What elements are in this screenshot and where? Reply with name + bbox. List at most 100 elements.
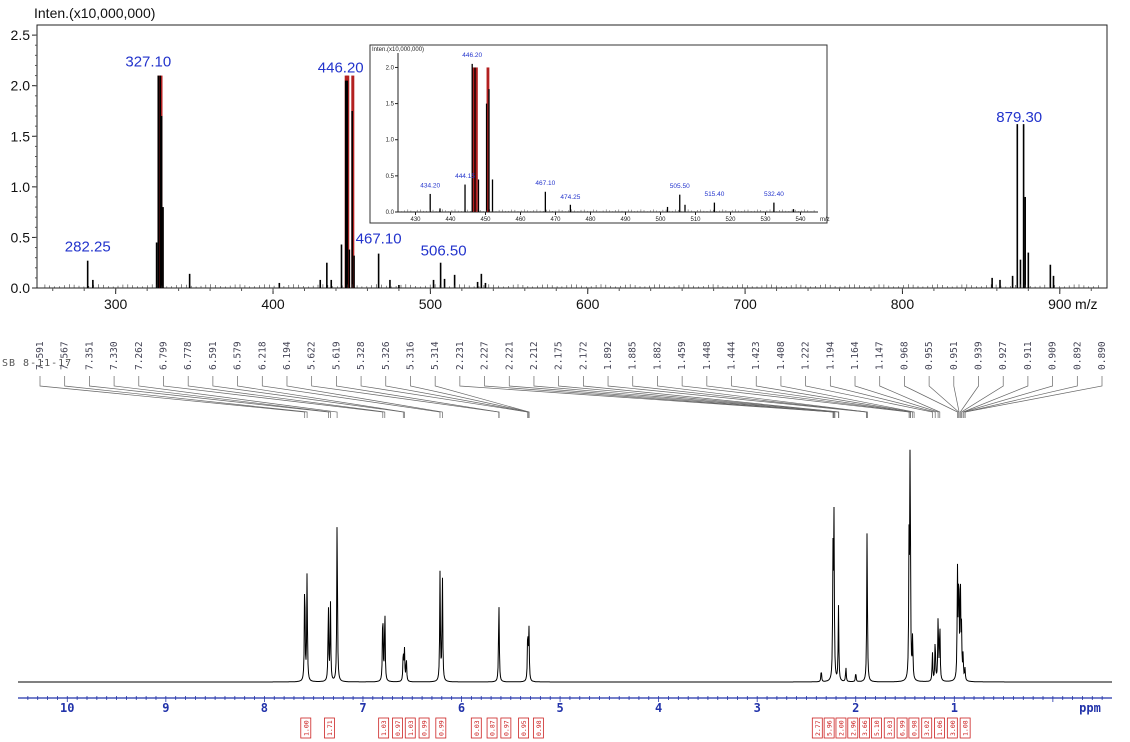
- nmr-shift-label: 1.459: [677, 341, 688, 370]
- nmr-integral-box: [418, 717, 430, 739]
- nmr-shift-leader: [459, 376, 834, 418]
- nmr-shift-leader: [484, 376, 834, 418]
- ms-inset-y-tick-label: 2.0: [386, 65, 395, 71]
- nmr-integral-box: [908, 717, 920, 739]
- ms-inset-x-tick-label: 460: [515, 217, 526, 223]
- ms-inset-noise: [401, 209, 815, 212]
- nmr-shift-label: 1.892: [603, 341, 614, 370]
- nmr-integral-value: 3.03: [886, 720, 894, 736]
- ms-inset-overlay-peak: [472, 67, 475, 212]
- nmr-shift-label: 0.909: [1048, 341, 1059, 370]
- nmr-integral-box: [871, 717, 882, 739]
- ms-inset-peak-label: 467.10: [535, 180, 555, 187]
- nmr-x-tick-label: 1: [951, 701, 958, 715]
- nmr-shift-label: 0.968: [899, 341, 910, 370]
- ms-inset-x-axis-label: m/z: [820, 217, 830, 223]
- nmr-x-tick-label: 7: [359, 701, 366, 715]
- nmr-shift-leader: [879, 376, 941, 418]
- nmr-shift-label: 0.939: [974, 341, 985, 370]
- nmr-shift-label: 5.326: [381, 341, 392, 370]
- ms-inset-x-tick-label: 490: [620, 217, 631, 223]
- ms-inset-x-tick-label: 470: [550, 217, 561, 223]
- ms-y-tick-label: 2.0: [11, 78, 31, 94]
- nmr-x-tick-label: 5: [556, 701, 563, 715]
- nmr-shift-label: 5.314: [430, 341, 441, 370]
- ms-inset-y-tick-label: 1.5: [386, 102, 395, 108]
- nmr-integral-box: [500, 717, 512, 739]
- nmr-integral-value: 1.71: [326, 720, 334, 736]
- ms-inset-x-tick-label: 530: [760, 217, 771, 223]
- ms-inset-x-tick-label: 440: [445, 217, 456, 223]
- nmr-integral-value: 0.87: [489, 720, 497, 736]
- nmr-integral-value: 5.10: [873, 720, 881, 736]
- nmr-integral-box: [378, 717, 390, 739]
- nmr-shift-leader: [39, 376, 306, 418]
- nmr-integral-box: [835, 717, 847, 739]
- nmr-shift-label: 1.423: [751, 341, 762, 370]
- ms-inset-y-tick-label: 0.0: [386, 210, 395, 216]
- nmr-integral-value: 2.96: [849, 720, 857, 736]
- ms-y-tick-label: 1.0: [11, 179, 31, 195]
- nmr-shift-label: 1.222: [801, 341, 812, 370]
- nmr-integral-box: [532, 717, 544, 739]
- nmr-integral-value: 0.95: [520, 720, 528, 736]
- nmr-shift-label: 0.955: [924, 341, 935, 370]
- ms-inset-overlay-peak: [475, 67, 478, 212]
- mass-spectrum-chart: Inten.(x10,000,000) m/z 0.0 0.5 1.0 1.5 2.0 2.5…: [11, 5, 1108, 312]
- ms-inset-x-tick-label: 450: [480, 217, 491, 223]
- nmr-integral-value: 1.03: [380, 720, 388, 736]
- nmr-shift-leader: [657, 376, 868, 418]
- nmr-x-tick-label: 8: [261, 701, 268, 715]
- nmr-shift-label: 1.448: [702, 341, 713, 370]
- nmr-shift-label: 5.328: [356, 341, 367, 370]
- ms-peak-label: 467.10: [356, 231, 402, 248]
- nmr-integral-value: 3.66: [861, 720, 869, 736]
- nmr-spectrum-chart: SB 8-11-177.591 7.567 7.351 7.330 7.262 6.799…: [2, 341, 1112, 739]
- ms-inset-peak-label: 515.40: [704, 191, 724, 198]
- nmr-shift-leader: [163, 376, 384, 418]
- nmr-shift-label: 0.892: [1072, 341, 1083, 370]
- nmr-integral-box: [392, 717, 403, 739]
- nmr-x-tick-label: 6: [458, 701, 465, 715]
- nmr-shift-leader: [962, 376, 1029, 418]
- nmr-shift-leader: [607, 376, 867, 418]
- nmr-shift-leader: [64, 376, 308, 418]
- nmr-shift-leader: [780, 376, 915, 418]
- nmr-integral-value: 3.02: [923, 720, 931, 736]
- ms-inset-peak-label: 446.20: [462, 52, 482, 59]
- nmr-shift-label: 7.351: [84, 341, 95, 370]
- nmr-integral-box: [823, 717, 835, 739]
- nmr-shift-leader: [731, 376, 911, 418]
- nmr-shift-leader: [212, 376, 404, 418]
- nmr-sample-id: SB 8-11-17: [2, 358, 72, 369]
- nmr-shift-leader: [336, 376, 500, 418]
- nmr-shift-leader: [805, 376, 933, 418]
- ms-peak-label: 327.10: [125, 54, 171, 71]
- nmr-shift-label: 7.262: [134, 341, 145, 370]
- nmr-shift-leader: [508, 376, 835, 418]
- nmr-shift-label: 2.221: [504, 341, 515, 370]
- nmr-integral-value: 1.03: [407, 720, 415, 736]
- nmr-shift-label: 1.194: [825, 341, 836, 370]
- ms-x-tick-label: 300: [104, 296, 128, 312]
- nmr-shift-leader: [829, 376, 936, 418]
- nmr-shift-leader: [959, 376, 979, 418]
- nmr-integral-value: 2.00: [837, 720, 845, 736]
- ms-inset-peak-label: 434.20: [420, 182, 440, 189]
- nmr-shift-label: 2.227: [480, 341, 491, 370]
- nmr-shift-label: 1.408: [776, 341, 787, 370]
- nmr-shift-leader: [582, 376, 840, 418]
- nmr-shift-leader: [385, 376, 529, 418]
- nmr-shift-label: 1.882: [652, 341, 663, 370]
- nmr-shift-label: 1.885: [628, 341, 639, 370]
- ms-inset-x-tick-label: 510: [690, 217, 701, 223]
- nmr-shift-leader: [953, 376, 960, 418]
- nmr-shift-label: 6.579: [233, 341, 244, 370]
- nmr-integral-value: 1.08: [962, 720, 970, 736]
- nmr-shift-leader: [755, 376, 913, 418]
- ms-inset-peak-label: 474.25: [560, 194, 580, 201]
- nmr-integral-box: [921, 717, 933, 739]
- nmr-integral-box: [847, 717, 859, 739]
- nmr-shift-leader: [434, 376, 530, 418]
- ms-y-tick-label: 1.5: [11, 128, 31, 144]
